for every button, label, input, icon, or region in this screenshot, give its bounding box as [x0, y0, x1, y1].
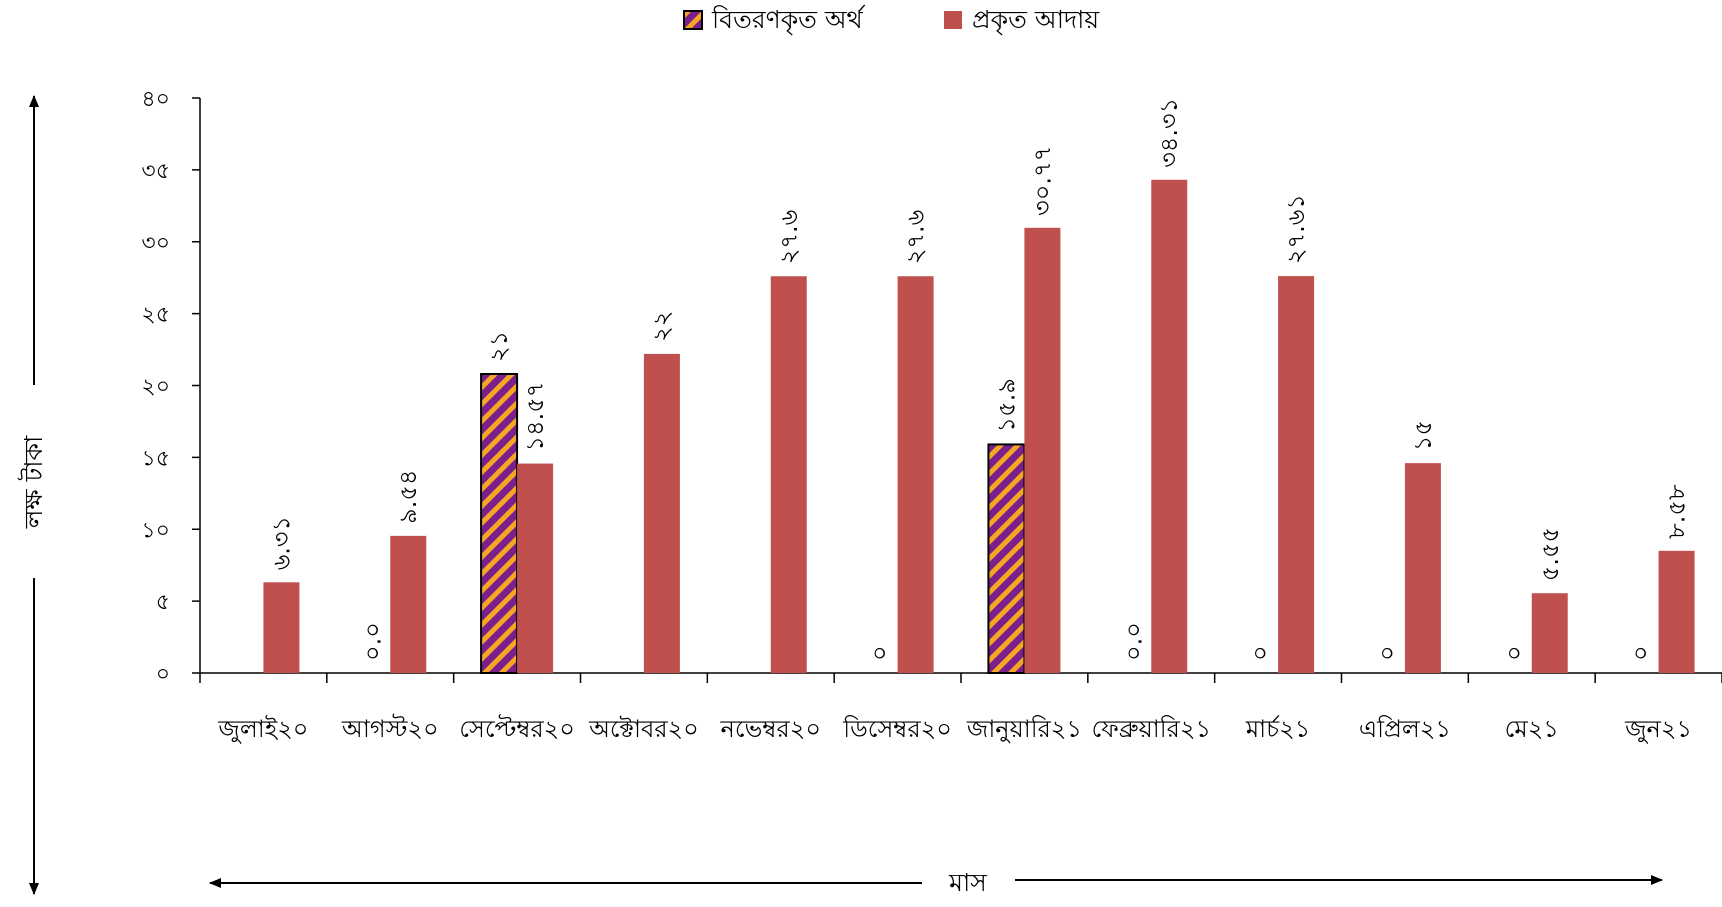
data-label-disbursed: ০ [1627, 645, 1655, 661]
data-label-collected: ২৭.৬ [902, 210, 930, 264]
data-label-collected: ৩৪.৩১ [1155, 98, 1183, 168]
x-tick-label: আগস্ট২০ [341, 714, 439, 743]
data-labels: ০.০ ২১ ০ ১৫.৯ ০.০ ০ ০ ০ ০ ৬.৩১ ৯.৫৪ ১৪.৫৭ ২২ ২৭.৬ ২৭.৬… [267, 98, 1690, 661]
bar-collected [390, 535, 427, 673]
bar-collected [1278, 276, 1315, 673]
x-tick-label: মে২১ [1505, 715, 1559, 743]
y-tick-label: ৩৫ [141, 159, 170, 184]
bar-collected [1531, 593, 1568, 673]
x-tick-label: নভেম্বর২০ [720, 715, 821, 743]
data-label-collected: ৫.৫৫ [1536, 527, 1564, 581]
data-label-collected: ১৫ [1409, 420, 1437, 451]
bar-collected [1658, 550, 1695, 673]
data-label-collected: ৩০.৭৭ [1028, 146, 1056, 216]
legend-label-collected: প্রকৃত আদায় [972, 5, 1100, 35]
data-label-collected: ২৭.৬১ [1282, 194, 1310, 264]
data-label-collected: ৬.৩১ [267, 516, 295, 570]
bar-collected [1151, 179, 1188, 673]
bar-disbursed [987, 443, 1026, 674]
bar-collected [770, 276, 807, 673]
data-label-disbursed: ০.০ [1119, 622, 1147, 661]
legend-swatch-collected [944, 11, 962, 29]
data-label-disbursed: ০ [1500, 645, 1528, 661]
y-tick-label: ৪০ [141, 87, 170, 112]
data-label-collected: ২৭.৬ [775, 210, 803, 264]
data-label-collected: ১৪.৫৭ [521, 382, 549, 452]
x-tick-label: ডিসেম্বর২০ [842, 715, 952, 743]
bar-collected [517, 463, 554, 673]
legend: বিতরণকৃত অর্থ প্রকৃত আদায় [683, 5, 1100, 35]
x-tick-label: অক্টোবর২০ [588, 715, 699, 743]
bar-collected [1404, 463, 1441, 673]
y-tick-label: ২০ [141, 375, 170, 400]
x-tick-label: মার্চ২১ [1245, 714, 1310, 743]
y-axis-title: লক্ষ টাকা [18, 435, 48, 529]
x-tick-label: জুলাই২০ [217, 715, 308, 744]
data-label-disbursed: ০ [1373, 645, 1401, 661]
x-tick-label: জুন২১ [1624, 715, 1692, 744]
y-tick-label: ২৫ [141, 303, 170, 328]
bar-disbursed [480, 373, 519, 674]
y-tick-label: ০ [156, 662, 170, 687]
data-label-disbursed: ০ [866, 645, 894, 661]
y-axis-title-group: লক্ষ টাকা [18, 95, 48, 895]
legend-swatch-disbursed [683, 10, 703, 30]
x-tick-label: সেপ্টেম্বর২০ [459, 714, 575, 743]
data-label-collected: ২২ [648, 311, 676, 342]
bar-collected [263, 582, 300, 673]
x-tick-label: জানুয়ারি২১ [966, 715, 1082, 743]
bar-collected [643, 353, 680, 673]
x-tick-label: এপ্রিল২১ [1359, 715, 1451, 743]
axes: ০ ৫ ১০ ১৫ ২০ ২৫ ৩০ ৩৫ ৪০ জুলাই২০ আগস্ট২০ সেপ্টেম্বর… [141, 87, 1722, 744]
y-tick-label: ৩০ [141, 231, 170, 256]
x-axis-title-group: মাস [209, 868, 1663, 897]
data-label-disbursed: ০ [1246, 645, 1274, 661]
bar-collected [1024, 227, 1061, 673]
legend-label-disbursed: বিতরণকৃত অর্থ [711, 5, 866, 35]
y-tick-label: ৫ [156, 590, 170, 615]
data-label-disbursed: ১৫.৯ [992, 378, 1020, 432]
y-tick-label: ১০ [141, 518, 170, 543]
x-tick-label: ফেব্রুয়ারি২১ [1091, 715, 1211, 743]
bars [263, 179, 1695, 674]
data-label-disbursed: ২১ [485, 331, 513, 362]
data-label-collected: ৯.৫৪ [394, 470, 422, 524]
bar-collected [897, 276, 934, 673]
x-axis-title: মাস [948, 868, 987, 897]
data-label-collected: ৮.৫৮ [1663, 484, 1691, 539]
data-label-disbursed: ০.০ [358, 622, 386, 661]
y-tick-label: ১৫ [141, 446, 170, 471]
